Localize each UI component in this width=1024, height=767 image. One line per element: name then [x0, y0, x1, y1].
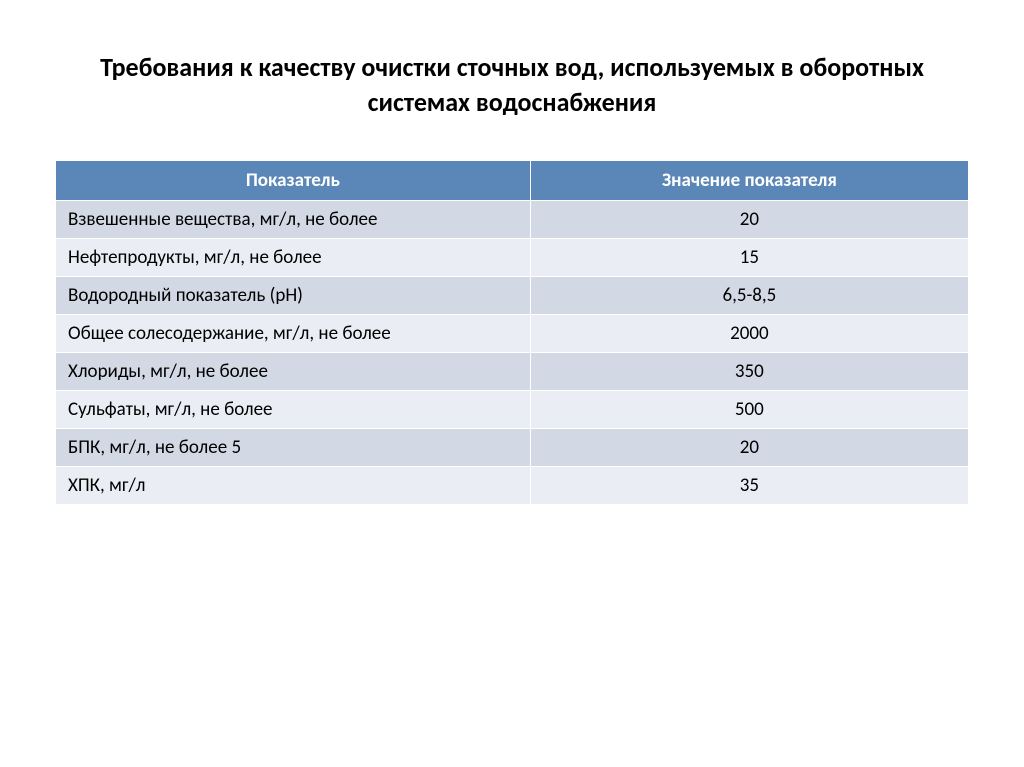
cell-value: 20	[530, 429, 968, 467]
cell-value: 15	[530, 239, 968, 277]
cell-value: 500	[530, 391, 968, 429]
table-row: БПК, мг/л, не более 5 20	[56, 429, 969, 467]
cell-value: 6,5-8,5	[530, 277, 968, 315]
cell-indicator: ХПК, мг/л	[56, 467, 531, 505]
cell-indicator: Общее солесодержание, мг/л, не более	[56, 315, 531, 353]
table-header-row: Показатель Значение показателя	[56, 161, 969, 201]
cell-value: 20	[530, 201, 968, 239]
table-row: Сульфаты, мг/л, не более 500	[56, 391, 969, 429]
requirements-table: Показатель Значение показателя Взвешенны…	[55, 160, 969, 505]
cell-indicator: Водородный показатель (рН)	[56, 277, 531, 315]
col-header-value: Значение показателя	[530, 161, 968, 201]
cell-value: 35	[530, 467, 968, 505]
cell-value: 350	[530, 353, 968, 391]
table-row: Хлориды, мг/л, не более 350	[56, 353, 969, 391]
page-title: Требования к качеству очистки сточных во…	[55, 50, 969, 120]
cell-indicator: БПК, мг/л, не более 5	[56, 429, 531, 467]
table-row: Общее солесодержание, мг/л, не более 200…	[56, 315, 969, 353]
table-row: ХПК, мг/л 35	[56, 467, 969, 505]
cell-indicator: Взвешенные вещества, мг/л, не более	[56, 201, 531, 239]
cell-indicator: Сульфаты, мг/л, не более	[56, 391, 531, 429]
cell-value: 2000	[530, 315, 968, 353]
cell-indicator: Нефтепродукты, мг/л, не более	[56, 239, 531, 277]
cell-indicator: Хлориды, мг/л, не более	[56, 353, 531, 391]
col-header-indicator: Показатель	[56, 161, 531, 201]
table-row: Водородный показатель (рН) 6,5-8,5	[56, 277, 969, 315]
table-row: Взвешенные вещества, мг/л, не более 20	[56, 201, 969, 239]
table-row: Нефтепродукты, мг/л, не более 15	[56, 239, 969, 277]
